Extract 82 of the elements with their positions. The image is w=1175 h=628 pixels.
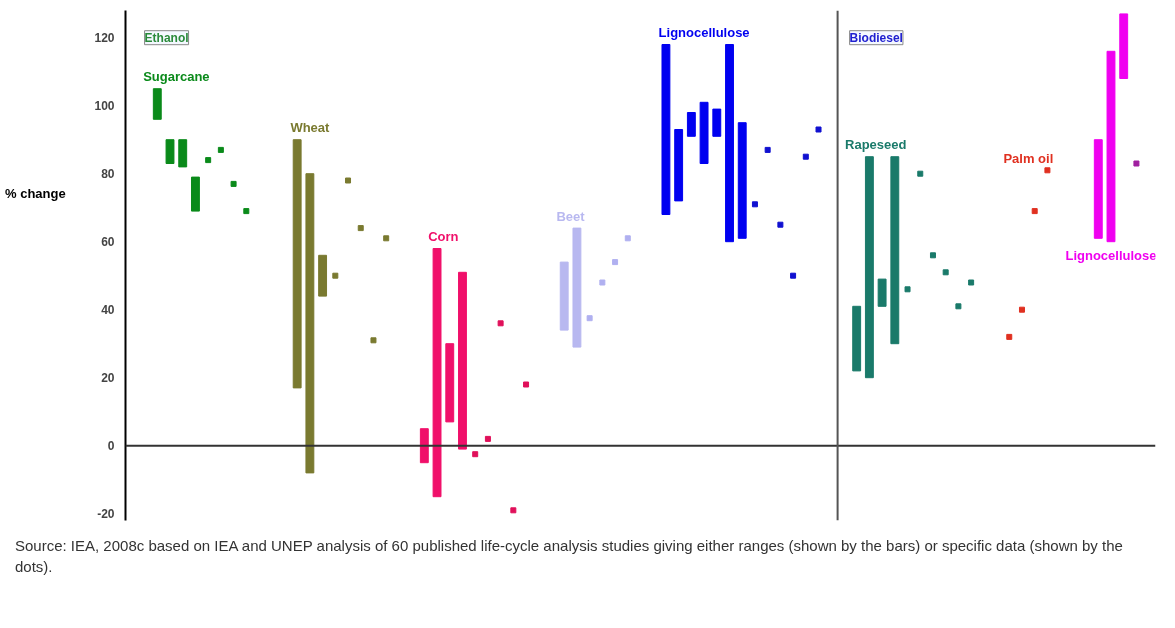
point [764, 146, 771, 153]
bar [699, 101, 709, 164]
bar [305, 173, 315, 474]
point [790, 272, 797, 279]
point [904, 286, 911, 293]
point [472, 451, 479, 458]
point [624, 235, 631, 242]
point [955, 303, 962, 310]
point [1044, 167, 1051, 174]
y-tick-label: 0 [107, 439, 115, 454]
bar [432, 248, 442, 498]
bar [178, 139, 188, 168]
point [751, 201, 758, 208]
annotation: Biodiesel [849, 30, 903, 45]
series-label: Palm oil [1003, 150, 1054, 166]
bar [661, 44, 671, 215]
bar [419, 428, 429, 464]
point [1133, 160, 1140, 167]
point [523, 381, 530, 388]
series-label: Sugarcane [143, 69, 210, 85]
series-label: Beet [556, 208, 586, 224]
series-label: Corn [428, 229, 459, 244]
point [345, 177, 352, 184]
bar [712, 108, 722, 137]
y-tick-label: 60 [101, 235, 115, 250]
point [612, 259, 619, 266]
y-tick-label: 120 [94, 31, 115, 46]
point [599, 279, 606, 286]
point [484, 435, 491, 442]
point [815, 126, 822, 133]
bar [152, 88, 162, 120]
bar [852, 305, 862, 372]
series-label: Wheat [290, 120, 331, 136]
y-tick-label: 20 [101, 371, 115, 386]
bar [318, 254, 328, 297]
point [383, 235, 390, 242]
bar [458, 271, 467, 450]
point [243, 208, 250, 215]
series-label: Lignocellulose [1065, 248, 1157, 264]
bar [292, 139, 302, 389]
y-tick-label: 40 [101, 303, 115, 318]
point [1018, 306, 1025, 313]
bar [725, 44, 734, 243]
bar [1106, 50, 1116, 243]
bar [559, 261, 569, 331]
point [205, 157, 212, 164]
point [230, 180, 237, 187]
point [942, 269, 949, 276]
source-note: Source: IEA, 2008c based on IEA and UNEP analysis of 60 published life-cycle analysis studies giving either ranges (shown by the bars) or specific data (shown by the dots). [15, 536, 1124, 578]
point [1031, 208, 1038, 215]
point [497, 320, 504, 327]
bar [445, 343, 455, 423]
series-label: Lignocellulose [658, 25, 750, 40]
y-tick-label: 100 [94, 99, 115, 114]
point [332, 272, 339, 279]
point [510, 507, 517, 514]
point [968, 279, 975, 286]
bar [1119, 13, 1129, 79]
bar [864, 156, 874, 379]
annotation: Ethanol [144, 30, 189, 45]
y-axis-title: % change [5, 185, 66, 203]
series-label: Rapeseed [845, 137, 907, 153]
point [802, 153, 809, 160]
bar [890, 156, 900, 345]
point [370, 337, 377, 344]
bar [191, 176, 200, 212]
point [929, 252, 936, 259]
point [777, 221, 784, 228]
bar [1093, 139, 1103, 239]
bar [877, 278, 887, 307]
point [217, 146, 224, 153]
point [917, 170, 924, 177]
bar [686, 112, 696, 137]
bar [572, 227, 582, 348]
bar [674, 129, 684, 202]
bar [165, 139, 175, 164]
point [1006, 333, 1013, 340]
bar [737, 122, 747, 239]
y-tick-label: -20 [97, 507, 115, 522]
y-tick-label: 80 [101, 167, 115, 182]
point [586, 315, 593, 322]
point [357, 225, 364, 232]
